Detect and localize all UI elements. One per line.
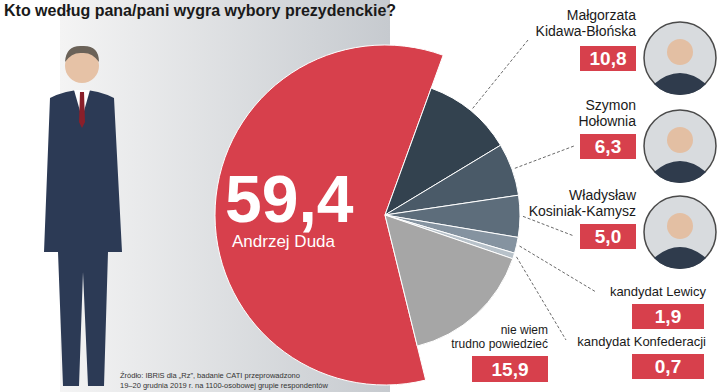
leader-line (523, 216, 574, 236)
labels: MałgorzataKidawa-Błońska 10,8 SzymonHołown… (225, 7, 716, 382)
source-line: 19–20 grudnia 2019 r. na 1100-osobowej g… (120, 381, 329, 390)
portrait-body (654, 247, 706, 269)
category-label: kandydat Lewicy (610, 284, 707, 299)
category-label-line: Kidawa-Błońska (536, 23, 637, 39)
source-line: Źródło: IBRiS dla „Rz”, badanie CATI prz… (120, 371, 300, 380)
data-label: 59,4 (225, 162, 354, 236)
value-box (472, 356, 548, 382)
portrait-head (667, 127, 693, 153)
category-label: WładysławKosiniak-Kamysz (529, 187, 637, 219)
value-box (632, 354, 704, 379)
title: Kto według pana/pani wygra wybory prezyd… (4, 2, 396, 19)
value-box (580, 224, 636, 249)
figure-hair (65, 46, 99, 62)
leader-line (519, 246, 596, 292)
value-box (580, 46, 636, 71)
data-label: 0,7 (655, 356, 681, 377)
category-label-line: Hołownia (578, 113, 636, 129)
data-label: 10,8 (590, 48, 627, 69)
pie (215, 45, 520, 385)
portrait-head (667, 39, 693, 65)
data-label: 6,3 (595, 136, 621, 157)
data-label: 1,9 (655, 306, 681, 327)
category-label-line: kandydat Konfederacji (577, 334, 706, 349)
portrait (644, 196, 716, 269)
source: Źródło: IBRiS dla „Rz”, badanie CATI prz… (120, 371, 329, 390)
category-label: nie wiemtrudno powiedzieć (451, 323, 548, 351)
figure-tie (79, 92, 85, 128)
leader-line (473, 40, 528, 108)
portrait-head (667, 213, 693, 239)
portrait (644, 110, 716, 183)
category-label-line: kandydat Lewicy (610, 284, 707, 299)
figure-body (44, 90, 122, 386)
category-label-line: nie wiem (501, 323, 548, 337)
portrait-body (654, 73, 706, 95)
data-label: 5,0 (595, 226, 621, 247)
portrait-body (654, 161, 706, 183)
value-box (632, 304, 704, 329)
category-label-line: Szymon (585, 97, 636, 113)
value-box (580, 134, 636, 159)
chart: Kto według pana/pani wygra wybory prezyd… (0, 0, 720, 392)
category-label-line: Małgorzata (567, 7, 636, 23)
slice (385, 215, 513, 346)
figure (44, 46, 122, 386)
category-label-line: trudno powiedzieć (451, 337, 548, 351)
category-label: SzymonHołownia (578, 97, 636, 129)
category-label: kandydat Konfederacji (577, 334, 706, 349)
leader-line (515, 146, 574, 168)
category-label-line: Kosiniak-Kamysz (529, 203, 636, 219)
category-label: Andrzej Duda (232, 232, 336, 251)
portrait (644, 22, 716, 95)
category-label: MałgorzataKidawa-Błońska (536, 7, 637, 39)
data-label: 15,9 (492, 359, 529, 380)
category-label-line: Władysław (569, 187, 637, 203)
